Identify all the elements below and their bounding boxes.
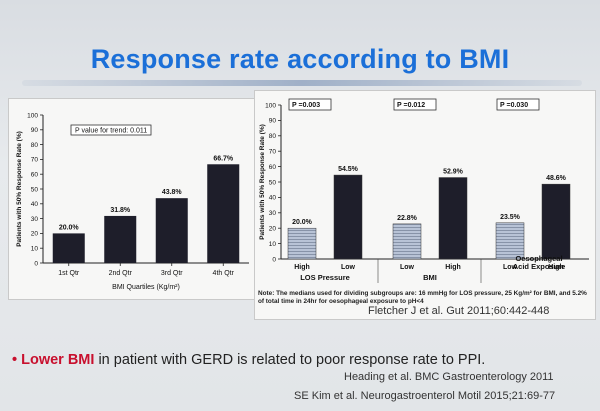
bar [287, 227, 317, 260]
bullet-emphasis: Lower BMI [21, 352, 95, 368]
bar-value-label: 20.0% [292, 219, 313, 226]
slide-title: Response rate according to BMI [90, 44, 510, 74]
y-tick-label: 50 [269, 179, 277, 186]
bar-value-label: 43.8% [162, 189, 183, 196]
bar [52, 233, 85, 263]
x-category-label: Low [503, 264, 518, 271]
y-tick-label: 20 [269, 226, 277, 233]
bmi-quartile-chart-panel: 0 10 20 30 40 50 60 70 80 90 100 Patients with 50% … [8, 98, 260, 300]
bar-value-label: 20.0% [59, 224, 80, 231]
title-underline [22, 80, 582, 86]
y-tick-label: 90 [269, 118, 277, 125]
chart-citation: Fletcher J et al. Gut 2011;60:442-448 [368, 305, 550, 317]
x-category-label: 4th Qtr [213, 270, 235, 277]
bullet-icon: • [12, 352, 18, 368]
bar-value-label: 54.5% [338, 166, 359, 173]
y-tick-label: 80 [31, 142, 39, 149]
subgroup-chart-panel: 0 10 20 30 40 50 60 70 80 90 100 Patients with 50% … [254, 90, 596, 320]
p-value-label: P =0.030 [500, 102, 528, 109]
y-tick-label: 70 [269, 149, 277, 156]
group-label-line: Oesophageal [515, 254, 562, 263]
bar [104, 215, 137, 263]
subgroup-chart: 0 10 20 30 40 50 60 70 80 90 100 Patients with 50% … [259, 98, 589, 283]
p-value-box [393, 98, 437, 111]
bullet-point: • Lower BMI in patient with GERD is rela… [12, 352, 600, 368]
x-category-label: Low [341, 264, 356, 271]
y-tick-label: 100 [265, 102, 276, 109]
group-label: LOS Pressure [300, 273, 350, 282]
x-category-label: 1st Qtr [58, 270, 80, 277]
p-value-label: P =0.012 [397, 102, 425, 109]
p-value-box [288, 98, 332, 111]
bar-value-label: 48.6% [546, 175, 567, 182]
bar [541, 183, 571, 260]
x-category-label: Low [400, 264, 415, 271]
y-axis-label: Patients with 50% Response Rate (%) [16, 131, 23, 247]
y-tick-label: 0 [34, 260, 38, 267]
x-axis-label: BMI Quartiles (Kg/m²) [112, 284, 180, 291]
bar-value-label: 52.9% [443, 169, 464, 176]
bar [207, 164, 240, 263]
x-category-label: 3rd Qtr [161, 270, 183, 277]
group-label: BMI [423, 273, 437, 282]
group-label-line: Acid Exposure [513, 262, 566, 271]
p-value-box [70, 124, 152, 136]
bullet-text: in patient with GERD is related to poor … [94, 352, 486, 368]
bar [392, 223, 422, 260]
reference-heading: Heading et al. BMC Gastroenterology 2011 [344, 371, 554, 383]
bar [155, 198, 188, 263]
y-tick-label: 30 [31, 216, 39, 223]
bar [438, 177, 468, 260]
y-tick-label: 10 [31, 246, 39, 253]
y-tick-label: 80 [269, 133, 277, 140]
y-tick-label: 20 [31, 231, 39, 238]
y-tick-label: 50 [31, 186, 39, 193]
y-tick-label: 0 [272, 256, 276, 263]
y-tick-label: 90 [31, 127, 39, 134]
y-tick-label: 40 [269, 195, 277, 202]
bar-value-label: 66.7% [213, 155, 234, 162]
y-tick-label: 60 [31, 172, 39, 179]
y-axis-label: Patients with 50% Response Rate (%) [259, 124, 266, 240]
y-tick-label: 60 [269, 164, 277, 171]
x-category-label: High [548, 264, 564, 271]
y-tick-label: 70 [31, 157, 39, 164]
bar-value-label: 31.8% [110, 207, 131, 214]
p-value-label: P =0.003 [292, 102, 320, 109]
x-category-label: High [445, 264, 461, 271]
bmi-quartile-chart: 0 10 20 30 40 50 60 70 80 90 100 Patients with 50% … [16, 112, 249, 291]
x-category-label: High [294, 264, 310, 271]
x-category-label: 2nd Qtr [109, 270, 133, 277]
bar [495, 222, 525, 260]
p-value-box [496, 98, 540, 111]
y-tick-label: 100 [27, 112, 38, 119]
bar-value-label: 22.8% [397, 215, 418, 222]
y-tick-label: 30 [269, 210, 277, 217]
chart-footnote: Note: The medians used for dividing subg… [258, 290, 587, 305]
reference-kim: SE Kim et al. Neurogastroenterol Motil 2… [294, 390, 556, 402]
y-tick-label: 10 [269, 241, 277, 248]
bar-value-label: 23.5% [500, 214, 521, 221]
y-tick-label: 40 [31, 201, 39, 208]
p-value-label: P value for trend: 0.011 [75, 128, 147, 135]
bar [333, 174, 363, 260]
